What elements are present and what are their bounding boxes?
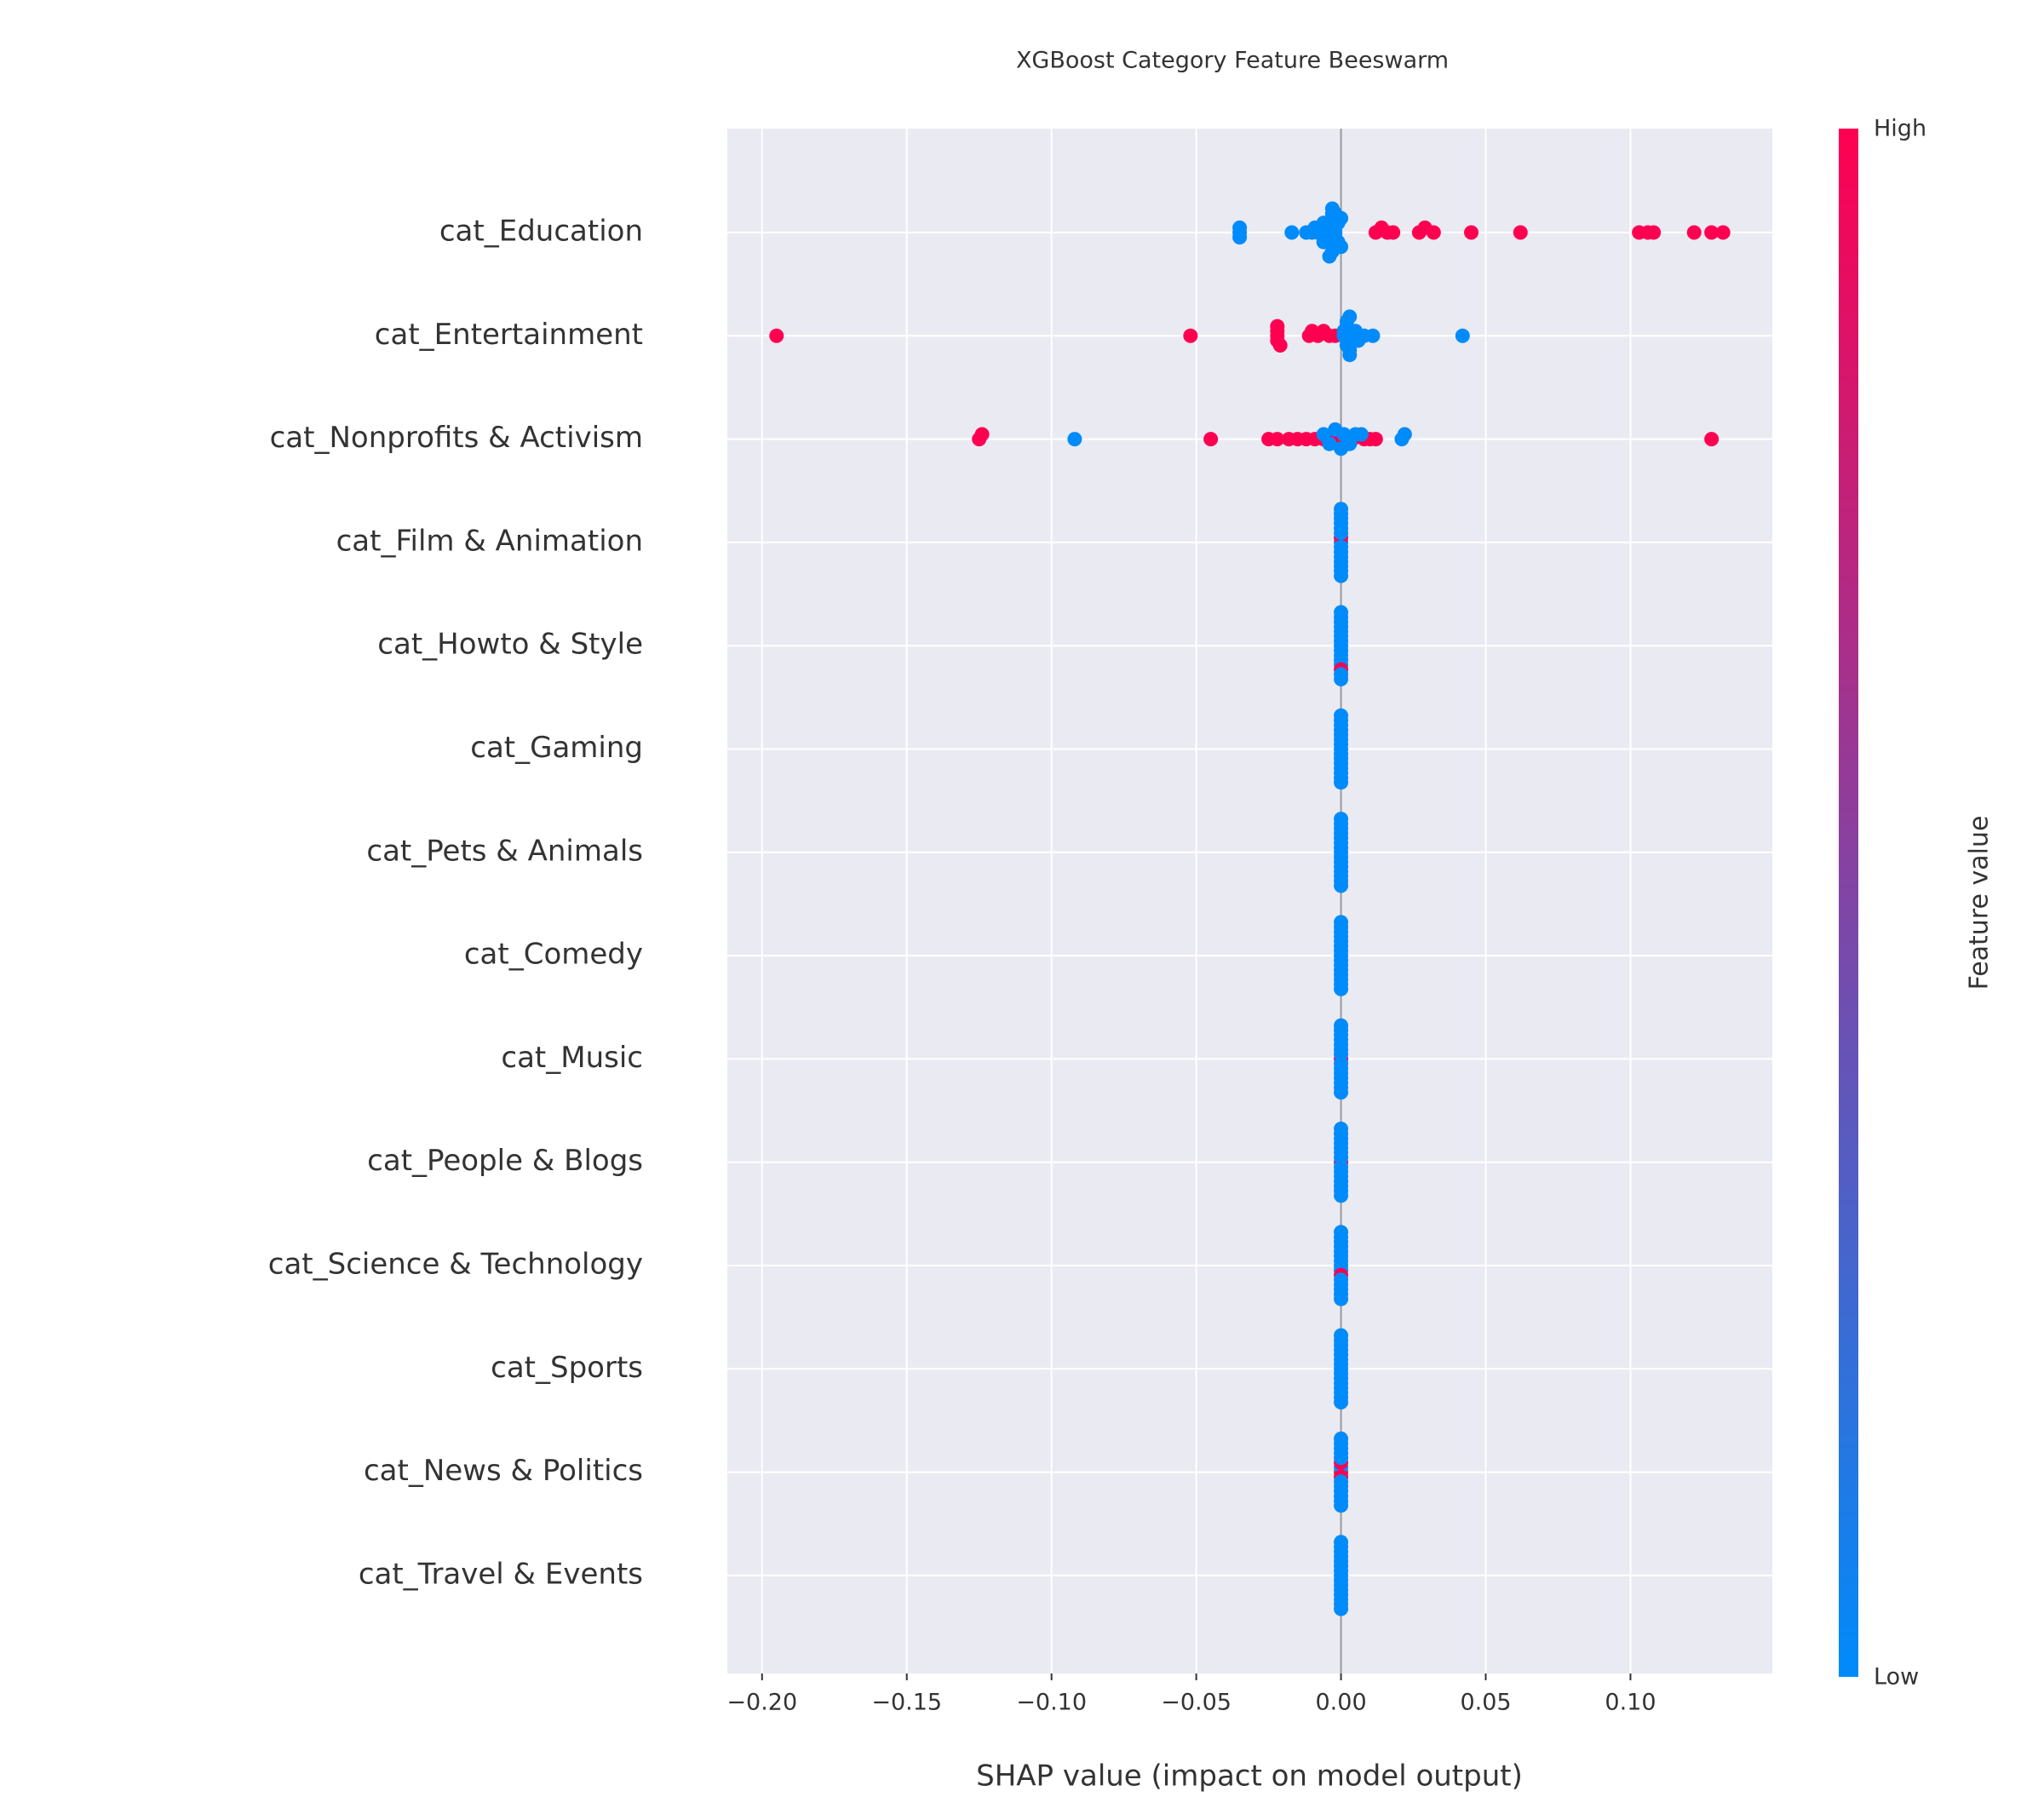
shap-point bbox=[1334, 568, 1349, 583]
shap-point bbox=[1322, 249, 1337, 264]
shap-point bbox=[1067, 432, 1082, 447]
shap-point bbox=[1183, 328, 1198, 343]
shap-point bbox=[1342, 309, 1358, 324]
shap-point bbox=[1715, 225, 1731, 240]
shap-point bbox=[1334, 605, 1349, 620]
shap-point bbox=[974, 427, 990, 442]
shap-point bbox=[1334, 1431, 1349, 1446]
shap-point bbox=[1334, 878, 1349, 893]
shap-point bbox=[1334, 708, 1349, 723]
x-tick-label: 0.00 bbox=[1316, 1690, 1367, 1716]
shap-point bbox=[1334, 1291, 1349, 1306]
shap-point bbox=[1686, 225, 1702, 240]
chart-title: XGBoost Category Feature Beeswarm bbox=[1016, 48, 1449, 74]
shap-point bbox=[1322, 436, 1337, 451]
y-tick-label: cat_Film & Animation bbox=[336, 524, 643, 558]
shap-point bbox=[1386, 225, 1401, 240]
shap-point bbox=[1334, 239, 1349, 255]
shap-point bbox=[1232, 230, 1248, 245]
y-tick-label: cat_Gaming bbox=[470, 731, 643, 765]
shap-point bbox=[1455, 328, 1470, 343]
x-tick-label: −0.20 bbox=[726, 1690, 797, 1716]
colorbar-high-label: High bbox=[1874, 116, 1926, 142]
shap-point bbox=[1342, 347, 1358, 363]
x-tick-label: 0.05 bbox=[1460, 1690, 1511, 1716]
y-tick-label: cat_Howto & Style bbox=[377, 628, 643, 662]
shap-point bbox=[1513, 225, 1528, 240]
shap-point bbox=[1353, 427, 1369, 442]
shap-point bbox=[1334, 1328, 1349, 1343]
y-tick-label: cat_Entertainment bbox=[375, 318, 643, 352]
shap-point bbox=[1646, 225, 1662, 240]
shap-point bbox=[1368, 432, 1383, 447]
shap-point bbox=[1704, 225, 1720, 240]
shap-point bbox=[1426, 225, 1441, 240]
shap-point bbox=[1334, 1535, 1349, 1550]
shap-point bbox=[1334, 502, 1349, 517]
y-tick-label: cat_Education bbox=[439, 215, 643, 249]
y-tick-label: cat_Sports bbox=[491, 1351, 643, 1385]
x-tick-label: −0.05 bbox=[1161, 1690, 1232, 1716]
y-tick-label: cat_People & Blogs bbox=[367, 1144, 643, 1178]
shap-point bbox=[1334, 1122, 1349, 1136]
y-tick-label: cat_Comedy bbox=[464, 938, 643, 972]
shap-point bbox=[1397, 427, 1412, 442]
shap-point bbox=[1365, 328, 1381, 343]
y-tick-label: cat_Nonprofits & Activism bbox=[270, 421, 643, 455]
colorbar-low-label: Low bbox=[1874, 1664, 1919, 1691]
colorbar bbox=[1839, 129, 1858, 1677]
shap-point bbox=[1334, 775, 1349, 790]
shap-point bbox=[1334, 1085, 1349, 1100]
shap-point bbox=[1334, 1225, 1349, 1240]
shap-point bbox=[1316, 234, 1331, 250]
shap-point bbox=[1334, 1498, 1349, 1513]
shap-point bbox=[1334, 981, 1349, 996]
shap-point bbox=[1270, 319, 1285, 334]
shap-point bbox=[1284, 225, 1300, 240]
shap-point bbox=[1203, 432, 1219, 447]
shap-point bbox=[769, 328, 784, 343]
shap-point bbox=[1270, 432, 1285, 447]
colorbar-title: Feature value bbox=[1965, 816, 1995, 990]
x-tick-label: −0.15 bbox=[871, 1690, 942, 1716]
plot-background bbox=[727, 129, 1772, 1673]
shap-point bbox=[1334, 1601, 1349, 1616]
shap-point bbox=[1334, 671, 1349, 686]
shap-point bbox=[1272, 338, 1288, 353]
y-tick-label: cat_Science & Technology bbox=[268, 1248, 643, 1282]
shap-point bbox=[1334, 1188, 1349, 1203]
shap-point bbox=[1704, 432, 1720, 447]
shap-point bbox=[1334, 1018, 1349, 1033]
shap-point bbox=[1334, 915, 1349, 930]
y-tick-label: cat_Travel & Events bbox=[359, 1557, 643, 1591]
x-tick-label: −0.10 bbox=[1016, 1690, 1087, 1716]
shap-point bbox=[1334, 1395, 1349, 1409]
x-axis-label: SHAP value (impact on model output) bbox=[976, 1759, 1523, 1794]
shap-point bbox=[1464, 225, 1479, 240]
shap-point bbox=[1324, 201, 1340, 216]
x-tick-label: 0.10 bbox=[1605, 1690, 1656, 1716]
y-tick-label: cat_News & Politics bbox=[364, 1454, 643, 1488]
shap-point bbox=[1334, 812, 1349, 827]
y-tick-label: cat_Music bbox=[501, 1041, 643, 1075]
y-tick-label: cat_Pets & Animals bbox=[366, 834, 643, 868]
